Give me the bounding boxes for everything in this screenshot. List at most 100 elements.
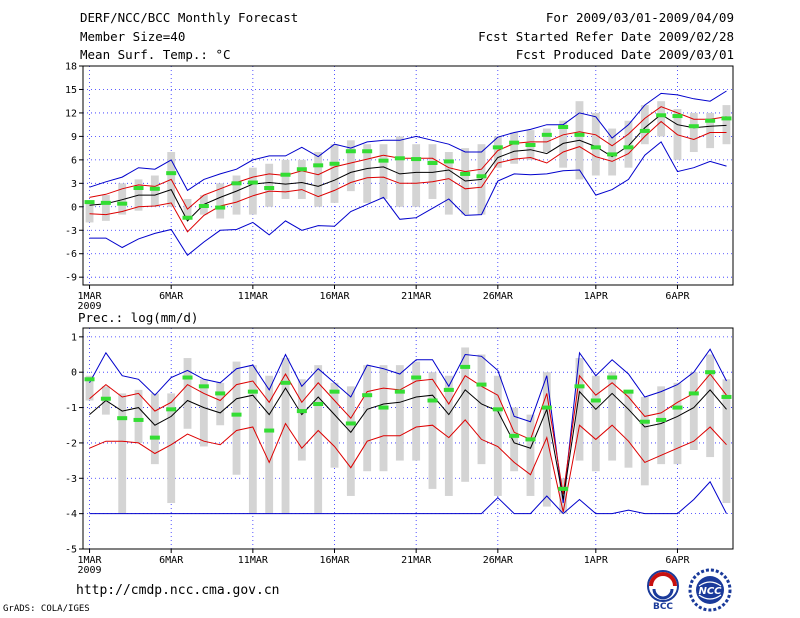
observation-marker xyxy=(100,200,111,205)
x-year-label: 2009 xyxy=(77,301,101,312)
spread-bar xyxy=(330,144,339,203)
spread-bar xyxy=(281,159,290,199)
spread-bar xyxy=(689,372,698,450)
observation-marker xyxy=(590,145,601,150)
observation-marker xyxy=(133,186,144,191)
spread-bar xyxy=(265,163,274,207)
y-tick-label: -6 xyxy=(65,249,77,260)
spread-bar xyxy=(673,382,682,465)
spread-bar xyxy=(248,365,257,514)
spread-bar xyxy=(314,152,323,207)
spread-bar xyxy=(542,128,551,153)
forecast-period: For 2009/03/01-2009/04/09 xyxy=(545,10,734,25)
observation-marker xyxy=(411,375,422,380)
spread-bar xyxy=(199,379,208,447)
observation-marker xyxy=(313,163,324,168)
x-tick-label: 1APR xyxy=(584,555,609,566)
spread-bar xyxy=(657,101,666,137)
observation-marker xyxy=(460,364,471,369)
spread-bar xyxy=(493,136,502,168)
observation-marker xyxy=(329,389,340,394)
y-tick-label: -1 xyxy=(65,403,77,414)
observation-marker xyxy=(280,172,291,177)
spread-bar xyxy=(559,478,568,514)
spread-bar xyxy=(640,105,649,145)
observation-marker xyxy=(705,118,716,123)
y-tick-label: 9 xyxy=(71,132,77,143)
observation-marker xyxy=(443,387,454,392)
website-url[interactable]: http://cmdp.ncc.cma.gov.cn xyxy=(76,583,280,598)
series-line-lower-outer xyxy=(89,480,727,515)
plot-frame xyxy=(82,327,734,550)
observation-marker xyxy=(427,398,438,403)
spread-bar xyxy=(150,175,159,207)
spread-bar xyxy=(150,393,159,465)
spread-bar xyxy=(216,183,225,219)
spread-bar xyxy=(722,379,731,504)
observation-marker xyxy=(394,389,405,394)
spread-bar xyxy=(461,347,470,482)
spread-bar xyxy=(346,386,355,496)
spread-bar xyxy=(134,389,143,443)
observation-marker xyxy=(460,171,471,176)
observation-marker xyxy=(541,405,552,410)
series-line-ensemble-mean xyxy=(89,113,727,222)
spread-bar xyxy=(363,365,372,472)
spread-bar xyxy=(477,354,486,465)
bcc-logo-text: BCC xyxy=(653,602,673,611)
observation-marker xyxy=(166,171,177,176)
y-tick-label: 15 xyxy=(65,85,77,96)
observation-marker xyxy=(215,391,226,396)
observation-marker xyxy=(688,124,699,129)
spread-bar xyxy=(265,375,274,514)
spread-bar xyxy=(624,120,633,168)
y-tick-label: -2 xyxy=(65,438,77,449)
observation-marker xyxy=(574,132,585,137)
observation-marker xyxy=(492,145,503,150)
precip-panel-label: Prec.: log(mm/d) xyxy=(78,310,199,325)
y-tick-label: 0 xyxy=(71,368,77,379)
observation-marker xyxy=(411,157,422,162)
variable-label: Mean Surf. Temp.: °C xyxy=(80,47,231,62)
spread-bar xyxy=(118,183,127,215)
spread-bar xyxy=(232,361,241,475)
spread-bar xyxy=(85,375,94,401)
observation-marker xyxy=(182,375,193,380)
x-tick-label: 1MAR xyxy=(77,291,102,302)
spread-bar xyxy=(428,372,437,489)
spread-bar xyxy=(706,354,715,458)
x-tick-label: 21MAR xyxy=(401,555,432,566)
observation-marker xyxy=(558,486,569,491)
ncc-logo-text: NCC xyxy=(698,586,722,597)
observation-marker xyxy=(607,152,618,157)
spread-bar xyxy=(101,195,110,221)
spread-bar xyxy=(608,128,617,176)
observation-marker xyxy=(607,375,618,380)
observation-marker xyxy=(313,402,324,407)
x-tick-label: 6APR xyxy=(665,555,690,566)
x-tick-label: 21MAR xyxy=(401,291,432,302)
observation-marker xyxy=(198,384,209,389)
observation-marker xyxy=(639,128,650,133)
observation-marker xyxy=(84,377,95,382)
series-line-lower-inner xyxy=(89,419,727,513)
spread-bar xyxy=(608,372,617,461)
plot-frame xyxy=(82,65,734,286)
observation-marker xyxy=(296,409,307,414)
observation-marker xyxy=(198,204,209,209)
spread-bar xyxy=(314,365,323,514)
observation-marker xyxy=(231,412,242,417)
observation-marker xyxy=(427,160,438,165)
spread-bar xyxy=(379,365,388,472)
observation-marker xyxy=(476,174,487,179)
series-line-ensemble-mean xyxy=(89,387,727,500)
chart-title: DERF/NCC/BCC Monthly Forecast xyxy=(80,10,299,25)
spread-bar xyxy=(510,132,519,164)
observation-marker xyxy=(525,142,536,147)
spread-bar xyxy=(167,393,176,504)
x-tick-label: 11MAR xyxy=(238,291,269,302)
x-tick-label: 16MAR xyxy=(319,291,350,302)
observation-marker xyxy=(558,125,569,130)
